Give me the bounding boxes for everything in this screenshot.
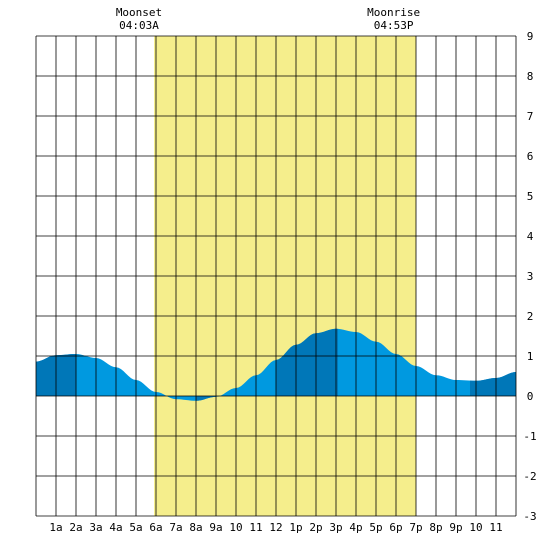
y-tick-label: 8: [527, 70, 534, 83]
y-tick-label: 1: [527, 350, 534, 363]
y-tick-label: 5: [527, 190, 534, 203]
moonset-label: Moonset: [116, 6, 162, 19]
x-tick-label: 2a: [69, 521, 82, 534]
x-tick-label: 11: [489, 521, 502, 534]
x-tick-label: 5a: [129, 521, 142, 534]
x-tick-label: 8a: [189, 521, 202, 534]
x-tick-label: 8p: [429, 521, 442, 534]
x-tick-label: 2p: [309, 521, 322, 534]
y-tick-label: 9: [527, 30, 534, 43]
tide-dark-band-3: [276, 328, 338, 396]
y-tick-label: 7: [527, 110, 534, 123]
x-tick-label: 10: [469, 521, 482, 534]
moonset-time: 04:03A: [119, 19, 159, 32]
y-tick-label: 6: [527, 150, 534, 163]
x-axis-tick-labels: 1a 2a 3a 4a 5a 6a 7a 8a 9a 10 11 12 1p 2p 3p 4p 5p 6p 7p 8p…: [49, 521, 502, 534]
x-tick-label: 6a: [149, 521, 162, 534]
x-tick-label: 12: [269, 521, 282, 534]
chart-grid: [35, 35, 517, 517]
y-tick-label: -3: [523, 510, 536, 523]
y-tick-label: 4: [527, 230, 534, 243]
moonrise-time: 04:53P: [374, 19, 414, 32]
x-tick-label: 4a: [109, 521, 122, 534]
x-tick-label: 3a: [89, 521, 102, 534]
x-tick-label: 1p: [289, 521, 302, 534]
x-tick-label: 7p: [409, 521, 422, 534]
x-tick-label: 11: [249, 521, 262, 534]
y-tick-label: 2: [527, 310, 534, 323]
y-tick-label: 0: [527, 390, 534, 403]
y-tick-label: 3: [527, 270, 534, 283]
y-tick-label: -2: [523, 470, 536, 483]
y-axis-tick-labels: 9 8 7 6 5 4 3 2 1 0 -1 -2 -3: [523, 30, 536, 523]
x-tick-label: 3p: [329, 521, 342, 534]
x-tick-label: 4p: [349, 521, 362, 534]
x-tick-label: 9p: [449, 521, 462, 534]
x-tick-label: 9a: [209, 521, 222, 534]
tide-dark-band-2: [196, 396, 216, 401]
moonrise-label: Moonrise: [367, 6, 420, 19]
x-tick-label: 1a: [49, 521, 62, 534]
x-tick-label: 5p: [369, 521, 382, 534]
tide-dark-band-4: [470, 372, 516, 396]
x-tick-label: 6p: [389, 521, 402, 534]
x-tick-label: 7a: [169, 521, 182, 534]
y-tick-label: -1: [523, 430, 536, 443]
x-tick-label: 10: [229, 521, 242, 534]
